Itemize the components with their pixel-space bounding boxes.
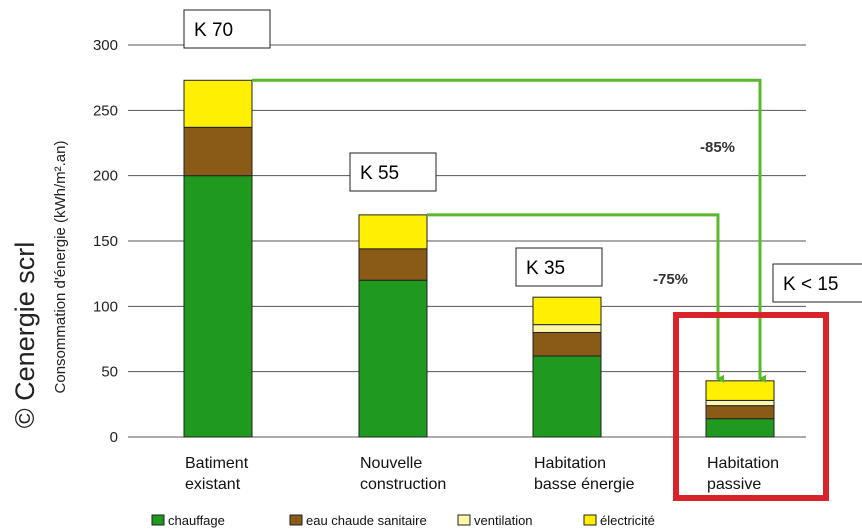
- reduction-arrow: [252, 78, 766, 383]
- legend-swatch: [151, 514, 165, 526]
- k-label-box: [515, 247, 603, 287]
- y-tick-label: 150: [93, 233, 118, 250]
- bar-segment-chauffage: [358, 279, 428, 438]
- legend-label: ventilation: [474, 513, 533, 528]
- category-labels: Batiment existant Nouvelle construction Habi…: [185, 455, 779, 493]
- bar-segment-ventilation: [532, 324, 602, 333]
- reduction-arrows: -85% -75%: [252, 78, 766, 383]
- category-label: Nouvelle construction: [360, 455, 446, 493]
- bar-segment-électricité: [358, 214, 428, 250]
- y-axis-ticks: 0 50 100 150 200 250 300: [93, 37, 118, 446]
- legend: chauffage eau chaude sanitaire ventilation…: [151, 513, 655, 528]
- category-label: Habitation basse énergie: [534, 455, 635, 493]
- k-label-box: [349, 152, 437, 192]
- passive-highlight-frame: [673, 312, 829, 501]
- y-tick-label: 100: [93, 298, 118, 315]
- y-tick-label: 0: [110, 429, 118, 446]
- legend-label: chauffage: [168, 513, 225, 528]
- bar-segment-chauffage: [705, 418, 775, 438]
- y-axis-label: Consommation d'énergie (kWh/m².an): [52, 141, 69, 394]
- bar-segment-eau-chaude-sanitaire: [183, 126, 253, 177]
- bar-segment-électricité: [705, 380, 775, 401]
- reduction-label: -85%: [700, 139, 735, 156]
- legend-swatch: [289, 514, 303, 526]
- k-label-text: K 70: [194, 20, 233, 41]
- k-label-box: [772, 263, 862, 303]
- category-label: Habitation passive: [707, 455, 779, 493]
- bar-segment-chauffage: [532, 355, 602, 438]
- k-label-text: K 35: [526, 258, 565, 279]
- bar-segment-électricité: [532, 296, 602, 326]
- bar-segment-eau-chaude-sanitaire: [358, 248, 428, 281]
- y-tick-label: 300: [93, 37, 118, 54]
- bar-segment-ventilation: [705, 399, 775, 407]
- legend-swatch: [457, 514, 471, 526]
- bar-segment-chauffage: [183, 175, 253, 438]
- bar-segment-eau-chaude-sanitaire: [705, 405, 775, 420]
- bars: [183, 79, 775, 438]
- y-tick-label: 250: [93, 102, 118, 119]
- y-tick-label: 50: [101, 364, 118, 381]
- y-tick-label: 200: [93, 168, 118, 185]
- k-label-text: K < 15: [783, 274, 838, 295]
- k-label-box: [183, 9, 271, 49]
- reduction-label: -75%: [653, 271, 688, 288]
- k-labels: K 70 K 55 K 35 K < 15: [183, 9, 862, 303]
- reduction-arrow: [427, 213, 724, 383]
- legend-swatch: [583, 514, 597, 526]
- legend-label: électricité: [600, 513, 655, 528]
- k-label-text: K 55: [360, 163, 399, 184]
- legend-label: eau chaude sanitaire: [306, 513, 427, 528]
- category-label: Batiment existant: [185, 455, 249, 493]
- bar-segment-eau-chaude-sanitaire: [532, 331, 602, 357]
- bar-segment-électricité: [183, 79, 253, 128]
- copyright-text: © Cenergie scrl: [10, 242, 40, 428]
